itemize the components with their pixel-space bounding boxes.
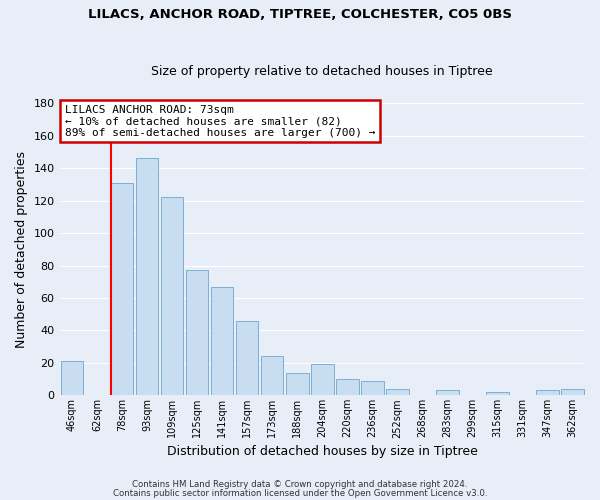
Bar <box>236 320 259 396</box>
Text: Contains HM Land Registry data © Crown copyright and database right 2024.: Contains HM Land Registry data © Crown c… <box>132 480 468 489</box>
Bar <box>61 361 83 396</box>
Bar <box>361 380 383 396</box>
Text: LILACS, ANCHOR ROAD, TIPTREE, COLCHESTER, CO5 0BS: LILACS, ANCHOR ROAD, TIPTREE, COLCHESTER… <box>88 8 512 20</box>
Bar <box>211 286 233 396</box>
Bar <box>536 390 559 396</box>
Bar <box>186 270 208 396</box>
Bar <box>161 198 184 396</box>
Bar <box>111 183 133 396</box>
Bar <box>386 389 409 396</box>
Bar <box>436 390 458 396</box>
X-axis label: Distribution of detached houses by size in Tiptree: Distribution of detached houses by size … <box>167 444 478 458</box>
Text: LILACS ANCHOR ROAD: 73sqm
← 10% of detached houses are smaller (82)
89% of semi-: LILACS ANCHOR ROAD: 73sqm ← 10% of detac… <box>65 104 375 138</box>
Bar <box>561 389 584 396</box>
Bar <box>136 158 158 396</box>
Bar <box>336 379 359 396</box>
Bar <box>486 392 509 396</box>
Bar <box>261 356 283 396</box>
Y-axis label: Number of detached properties: Number of detached properties <box>15 151 28 348</box>
Title: Size of property relative to detached houses in Tiptree: Size of property relative to detached ho… <box>151 66 493 78</box>
Text: Contains public sector information licensed under the Open Government Licence v3: Contains public sector information licen… <box>113 489 487 498</box>
Bar <box>286 372 308 396</box>
Bar <box>311 364 334 396</box>
